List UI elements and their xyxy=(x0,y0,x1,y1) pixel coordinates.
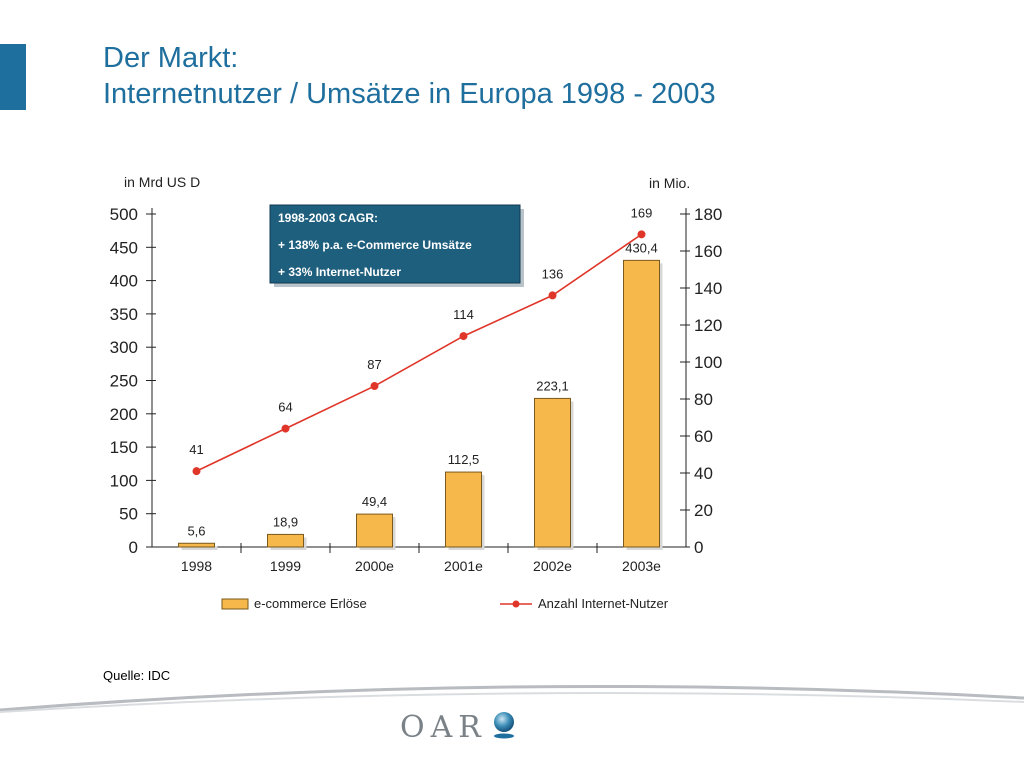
annotation-line: + 138% p.a. e-Commerce Umsätze xyxy=(278,238,472,252)
y-left-tick-label: 250 xyxy=(110,372,138,391)
bar-data-label: 5,6 xyxy=(187,523,205,538)
title-line-1: Der Markt: xyxy=(103,42,239,74)
accent-bar xyxy=(0,44,26,110)
y-right-tick-label: 20 xyxy=(694,501,713,520)
y-left-tick-label: 450 xyxy=(110,238,138,257)
y-right-tick-label: 80 xyxy=(694,390,713,409)
x-tick-label: 1999 xyxy=(270,558,301,574)
x-tick-label: 2002e xyxy=(533,558,572,574)
bar-data-label: 223,1 xyxy=(536,378,569,393)
y-left-tick-label: 0 xyxy=(129,538,138,557)
x-tick-label: 2000e xyxy=(355,558,394,574)
x-tick-label: 2003e xyxy=(622,558,661,574)
y-left-unit-label: in Mrd US D xyxy=(124,174,200,190)
y-left-tick-label: 350 xyxy=(110,305,138,324)
y-right-tick-label: 180 xyxy=(694,205,722,224)
y-left-tick-label: 100 xyxy=(110,471,138,490)
bar xyxy=(178,542,215,548)
y-left-tick-label: 400 xyxy=(110,272,138,291)
bar xyxy=(623,259,660,548)
y-left-tick-label: 150 xyxy=(110,438,138,457)
legend-line-marker xyxy=(512,600,520,608)
line-series xyxy=(196,233,642,472)
oar-logo: OAR xyxy=(400,707,517,747)
line-point xyxy=(281,424,290,433)
line-point xyxy=(192,467,201,476)
bar-shadow xyxy=(181,546,218,550)
bar xyxy=(445,471,482,548)
bar-data-label: 430,4 xyxy=(625,240,658,255)
bar xyxy=(267,533,304,548)
line-data-label: 114 xyxy=(453,307,474,322)
line-data-label: 87 xyxy=(367,357,381,372)
y-right-tick-label: 100 xyxy=(694,353,722,372)
y-right-tick-label: 0 xyxy=(694,538,703,557)
line-data-label: 169 xyxy=(631,205,653,220)
slide-title: Der Markt: Internetnutzer / Umsätze in E… xyxy=(103,40,716,112)
legend-bar-label: e-commerce Erlöse xyxy=(254,596,367,611)
y-right-tick-label: 140 xyxy=(694,279,722,298)
legend-line-label: Anzahl Internet-Nutzer xyxy=(538,596,669,611)
footer-swoosh xyxy=(0,684,1024,713)
y-right-tick-label: 40 xyxy=(694,464,713,483)
line-point xyxy=(370,382,379,391)
annotation-line: 1998-2003 CAGR: xyxy=(278,211,378,225)
bar xyxy=(534,397,571,548)
line-data-label: 64 xyxy=(278,400,292,415)
bar-data-label: 18,9 xyxy=(273,514,298,529)
line-point xyxy=(637,230,646,239)
y-right-tick-label: 60 xyxy=(694,427,713,446)
x-tick-label: 2001e xyxy=(444,558,483,574)
bar-data-label: 49,4 xyxy=(362,494,387,509)
title-line-2: Internetnutzer / Umsätze in Europa 1998 … xyxy=(103,78,716,110)
line-point xyxy=(459,332,468,341)
bar xyxy=(356,513,393,548)
y-left-tick-label: 50 xyxy=(119,505,138,524)
y-right-unit-label: in Mio. xyxy=(649,175,690,191)
annotation-line: + 33% Internet-Nutzer xyxy=(278,265,401,279)
line-data-label: 136 xyxy=(542,266,564,281)
x-tick-label: 1998 xyxy=(181,558,212,574)
source-note: Quelle: IDC xyxy=(103,668,171,683)
bar-data-label: 112,5 xyxy=(448,452,480,467)
legend-bar-swatch xyxy=(221,598,249,610)
annotation-box xyxy=(269,204,521,284)
y-left-tick-label: 200 xyxy=(110,405,138,424)
line-point xyxy=(548,291,557,300)
y-left-tick-label: 500 xyxy=(110,205,138,224)
line-data-label: 41 xyxy=(189,442,203,457)
logo-globe-icon xyxy=(493,712,514,739)
logo-text: OAR xyxy=(400,709,487,745)
y-right-tick-label: 160 xyxy=(694,242,722,261)
y-right-tick-label: 120 xyxy=(694,316,722,335)
y-left-tick-label: 300 xyxy=(110,338,138,357)
